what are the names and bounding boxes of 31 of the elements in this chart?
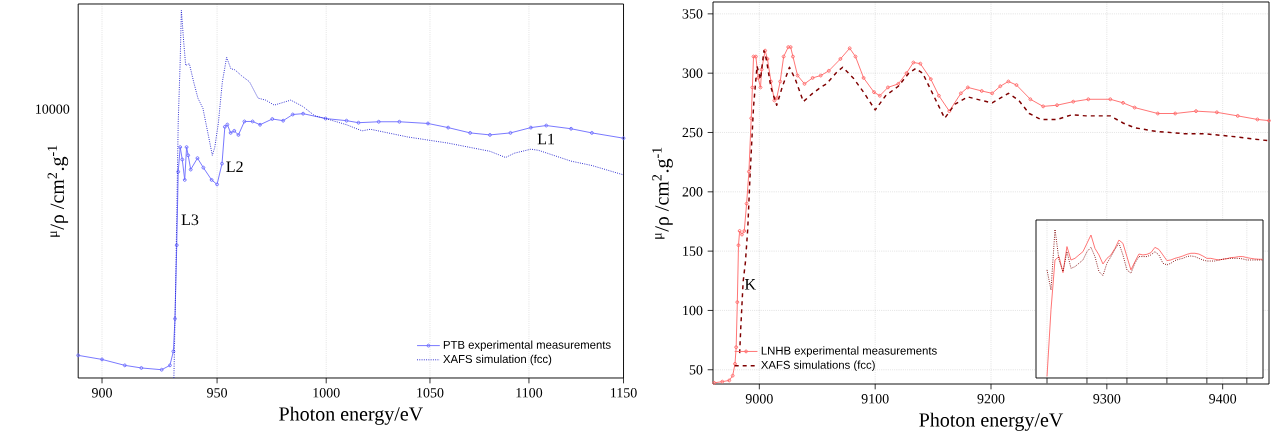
annotation: L1	[537, 133, 555, 145]
x-tick-label: 9200	[977, 394, 1005, 404]
x-tick-label: 900	[91, 388, 112, 398]
legend-label: XAFS simulations (fcc)	[761, 360, 875, 372]
legend-label: LNHB experimental measurements	[761, 346, 937, 357]
x-tick-label: 950	[207, 388, 228, 398]
y-axis-title: $^{μ}$/ρ /cm$^{2}$.g$^{-1}$	[652, 147, 673, 239]
x-tick-label: 9100	[861, 394, 889, 404]
x-tick-label: 1150	[611, 388, 637, 398]
annotation: L2	[226, 161, 243, 172]
x-tick-label: 1000	[313, 388, 340, 398]
y-tick-label: 150	[683, 246, 703, 256]
x-tick-label: 9400	[1209, 394, 1237, 404]
text: 10000	[36, 104, 70, 114]
y-tick-label: 350	[682, 9, 703, 19]
annotation: L3	[181, 214, 199, 226]
y-tick-label: 250	[682, 127, 703, 138]
x-axis-title: Photon energy/eV	[919, 412, 1064, 431]
y-tick-label: 50	[689, 365, 703, 375]
x-tick-label: 9000	[745, 394, 773, 404]
legend-label: XAFS simulation (fcc)	[443, 354, 552, 366]
x-tick-label: 1100	[516, 388, 543, 398]
y-tick-label: 200	[682, 187, 703, 197]
legend-label: PTB experimental measurements	[443, 340, 611, 352]
y-tick-label: 100	[683, 305, 703, 316]
y-axis-title: $^{μ}$/ρ /cm$^{2}$.g$^{-1}$	[47, 145, 69, 237]
x-tick-label: 9300	[1093, 394, 1121, 404]
annotation: K	[744, 279, 756, 290]
x-tick-label: 1050	[417, 388, 444, 398]
y-tick-label: 300	[682, 68, 703, 78]
x-axis-title: Photon energy/eV	[279, 406, 423, 425]
